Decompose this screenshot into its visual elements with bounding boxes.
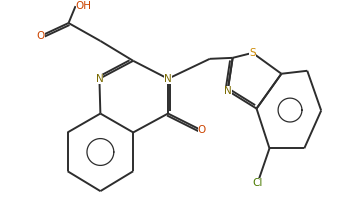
Text: OH: OH [75, 1, 92, 11]
Text: O: O [37, 31, 45, 41]
Text: S: S [249, 48, 256, 58]
Text: N: N [224, 86, 232, 96]
Text: N: N [95, 74, 103, 84]
Text: O: O [198, 125, 206, 135]
Text: Cl: Cl [252, 178, 263, 188]
Text: N: N [164, 74, 172, 84]
